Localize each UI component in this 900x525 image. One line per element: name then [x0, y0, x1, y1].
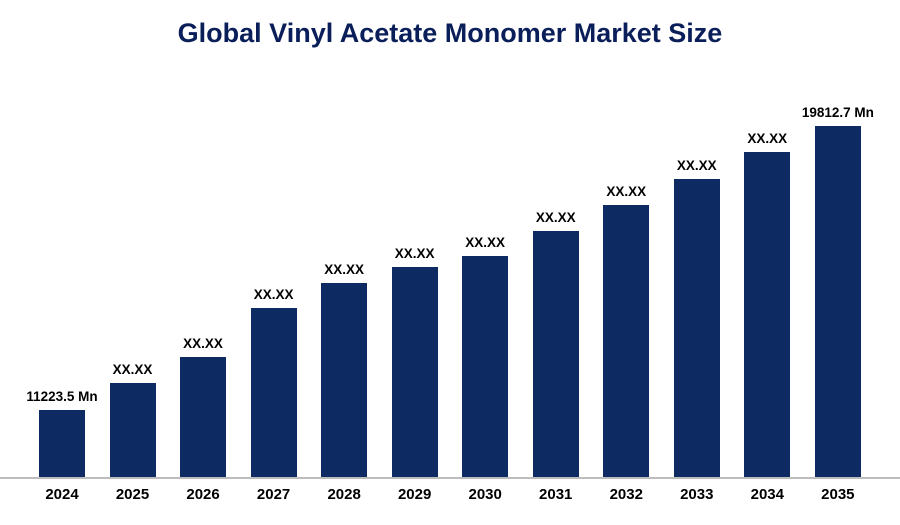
- x-tick-label: 2025: [115, 486, 150, 504]
- bar-value-label: XX.XX: [465, 235, 506, 251]
- bar: [250, 308, 297, 478]
- bar-chart: 11223.5 Mn XX.XX XX.XX XX.XX XX.XX XX.XX XX.XX…: [0, 72, 900, 503]
- bar-column: XX.XX: [735, 131, 799, 478]
- x-tick-label: 2035: [821, 486, 855, 504]
- bar: [39, 410, 85, 478]
- bar-column: XX.XX: [524, 210, 588, 478]
- x-axis-tick-labels: 2024 2025 2026 2027 2028 2029 2030 2031 2032 2033…: [30, 486, 870, 503]
- bar-value-label: XX.XX: [253, 287, 294, 303]
- bar: [744, 152, 791, 478]
- x-tick-label: 2028: [327, 486, 361, 504]
- bar: [109, 383, 156, 478]
- x-tick-label: 2029: [397, 486, 432, 504]
- bar-value-label: XX.XX: [394, 246, 435, 262]
- bar: [673, 179, 720, 478]
- bar-column: XX.XX: [312, 262, 376, 478]
- bar-value-label: 19812.7 Mn: [801, 105, 874, 121]
- chart-title: Global Vinyl Acetate Monomer Market Size: [177, 18, 723, 48]
- bar-value-label: XX.XX: [606, 184, 647, 200]
- bar-column: XX.XX: [453, 235, 517, 478]
- x-tick-label: 2026: [186, 486, 220, 504]
- x-tick-label: 2027: [256, 486, 291, 504]
- bar-value-label: 11223.5 Mn: [26, 389, 98, 405]
- x-tick-label: 2034: [750, 486, 784, 504]
- bar-column: 11223.5 Mn: [26, 389, 98, 478]
- bar-column: XX.XX: [171, 336, 235, 478]
- bar-column: XX.XX: [383, 246, 447, 478]
- bar: [462, 256, 509, 478]
- bar-value-label: XX.XX: [676, 158, 717, 174]
- bar: [321, 283, 368, 478]
- bar: [180, 357, 227, 478]
- bar-column: XX.XX: [665, 158, 729, 478]
- bar-value-label: XX.XX: [183, 336, 223, 352]
- bar-column: XX.XX: [594, 184, 658, 478]
- x-tick-label: 2032: [609, 486, 643, 504]
- x-tick-label: 2033: [680, 486, 714, 504]
- x-axis-line: [0, 477, 900, 480]
- bar-value-label: XX.XX: [324, 262, 365, 278]
- x-tick-label: 2024: [45, 486, 79, 504]
- bar: [814, 126, 861, 478]
- x-tick-label: 2030: [468, 486, 502, 504]
- plot-area: 11223.5 Mn XX.XX XX.XX XX.XX XX.XX XX.XX XX.XX…: [26, 72, 874, 478]
- bar-column: XX.XX: [242, 287, 306, 478]
- bar: [603, 205, 650, 478]
- x-tick-label: 2031: [539, 486, 573, 504]
- bar-column: XX.XX: [101, 362, 165, 478]
- bar-column: 19812.7 Mn: [802, 105, 874, 478]
- bar: [391, 267, 438, 478]
- bar: [532, 231, 579, 478]
- bar-value-label: XX.XX: [747, 131, 788, 147]
- bar-value-label: XX.XX: [535, 210, 576, 226]
- bar-value-label: XX.XX: [112, 362, 153, 378]
